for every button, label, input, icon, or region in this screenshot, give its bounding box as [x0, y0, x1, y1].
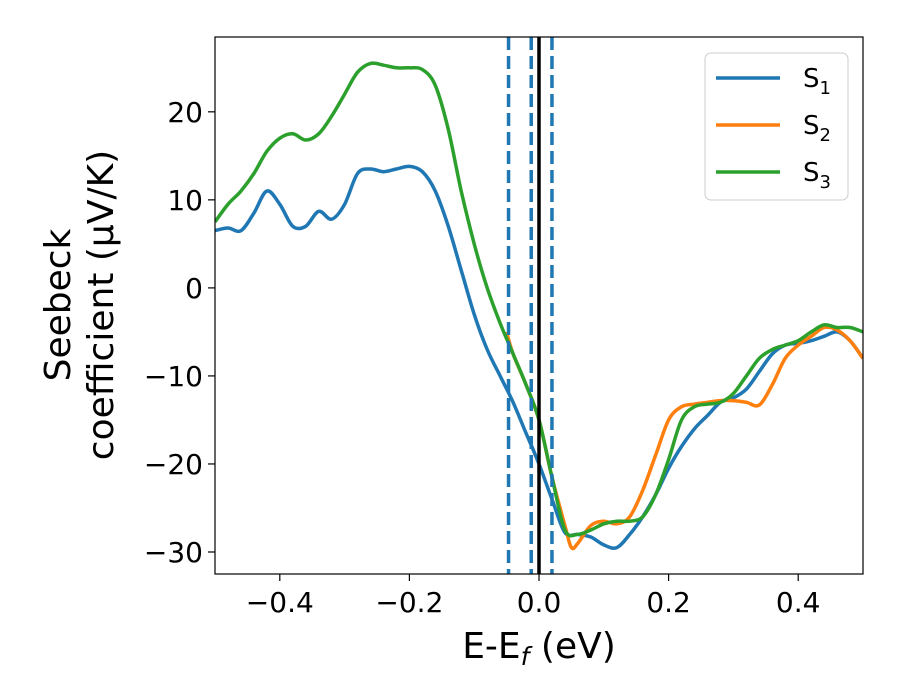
- x-tick-label: 0.4: [776, 586, 821, 619]
- x-tick-label: 0.0: [517, 586, 562, 619]
- y-tick-label: −10: [144, 360, 203, 393]
- x-tick-label: 0.2: [646, 586, 691, 619]
- y-tick-label: −30: [144, 536, 203, 569]
- svg-text:coefficient (μV/K): coefficient (μV/K): [81, 150, 122, 460]
- y-tick-label: 20: [167, 96, 203, 129]
- legend-label-s1: S1: [803, 64, 831, 99]
- y-axis-label: Seebeck coefficient (μV/K): [38, 150, 122, 460]
- x-axis: −0.4 −0.2 0.0 0.2 0.4: [246, 574, 821, 619]
- legend: S1 S2 S3: [704, 52, 849, 201]
- y-axis: −30 −20 −10 0 10 20: [144, 96, 215, 569]
- svg-text:Seebeck: Seebeck: [38, 228, 79, 381]
- x-tick-label: −0.2: [375, 586, 443, 619]
- y-tick-label: 0: [185, 272, 203, 305]
- legend-label-s2: S2: [803, 111, 831, 146]
- x-tick-label: −0.4: [246, 586, 314, 619]
- y-tick-label: 10: [167, 184, 203, 217]
- x-axis-label: E-Ef (eV): [462, 626, 616, 671]
- y-tick-label: −20: [144, 448, 203, 481]
- legend-label-s3: S3: [803, 158, 831, 193]
- plot-area: [215, 37, 863, 574]
